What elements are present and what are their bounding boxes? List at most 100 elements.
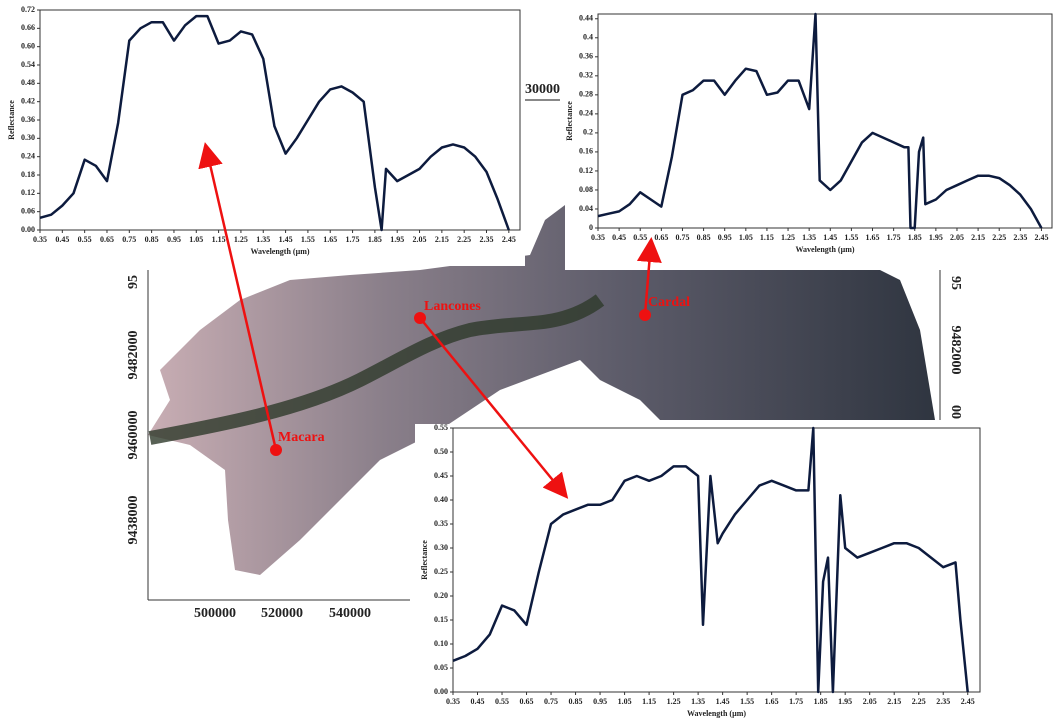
x-tick-label: 1.25 <box>667 697 681 706</box>
x-tick-label: 1.45 <box>279 235 293 244</box>
x-tick-label: 0.65 <box>100 235 114 244</box>
x-tick-label: 1.85 <box>368 235 382 244</box>
y-tick-label: 0.36 <box>21 115 35 124</box>
x-tick-label: 0.45 <box>55 235 69 244</box>
x-tick-label: 2.25 <box>457 235 471 244</box>
y-tick-label: 0.30 <box>21 133 35 142</box>
y-tick-label: 0.44 <box>579 14 593 23</box>
y-tick-label: 0.4 <box>583 33 593 42</box>
y-tick-label: 0.48 <box>21 78 35 87</box>
x-tick-label: 1.05 <box>618 697 632 706</box>
y-tick-label: 0.28 <box>579 90 593 99</box>
y-tick-label: 0.12 <box>579 166 593 175</box>
map-y-label: 9482000 <box>126 331 141 380</box>
x-tick-label: 0.45 <box>612 233 626 242</box>
y-tick-label: 0.35 <box>434 519 448 528</box>
x-tick-label: 1.65 <box>765 697 779 706</box>
x-tick-label: 2.05 <box>413 235 427 244</box>
x-tick-label: 2.35 <box>480 235 494 244</box>
x-tick-label: 1.95 <box>838 697 852 706</box>
x-tick-label: 1.75 <box>789 697 803 706</box>
scale-label: 30000 <box>525 82 560 97</box>
x-tick-label: 0.85 <box>697 233 711 242</box>
x-tick-label: 1.05 <box>739 233 753 242</box>
x-tick-label: 1.35 <box>256 235 270 244</box>
x-tick-label: 0.45 <box>471 697 485 706</box>
y-axis-title: Reflectance <box>420 540 429 580</box>
y-tick-label: 0 <box>589 223 593 232</box>
x-tick-label: 2.35 <box>1013 233 1027 242</box>
x-tick-label: 1.15 <box>212 235 226 244</box>
map-y-label: 00 <box>948 405 963 419</box>
y-tick-label: 0.05 <box>434 663 448 672</box>
x-tick-label: 1.35 <box>691 697 705 706</box>
y-tick-label: 0.06 <box>21 206 35 215</box>
x-tick-label: 2.25 <box>992 233 1006 242</box>
chart-panel <box>415 424 1060 723</box>
y-tick-label: 0.60 <box>21 41 35 50</box>
x-tick-label: 1.25 <box>234 235 248 244</box>
y-tick-label: 0.16 <box>579 147 593 156</box>
x-tick-label: 1.05 <box>189 235 203 244</box>
x-tick-label: 0.35 <box>446 697 460 706</box>
y-axis-title: Reflectance <box>565 101 574 141</box>
chart: 0.000.050.100.150.200.250.300.350.400.45… <box>415 423 1060 723</box>
x-tick-label: 1.75 <box>887 233 901 242</box>
x-tick-label: 0.85 <box>145 235 159 244</box>
x-tick-label: 1.85 <box>814 697 828 706</box>
x-tick-label: 0.65 <box>654 233 668 242</box>
x-tick-label: 0.95 <box>593 697 607 706</box>
place-label: Cardal <box>648 295 690 310</box>
x-tick-label: 0.35 <box>591 233 605 242</box>
y-tick-label: 0.18 <box>21 170 35 179</box>
y-tick-label: 0.15 <box>434 615 448 624</box>
x-tick-label: 1.95 <box>929 233 943 242</box>
y-tick-label: 0.72 <box>21 5 35 14</box>
y-tick-label: 0.66 <box>21 23 35 32</box>
y-tick-label: 0.45 <box>434 471 448 480</box>
y-tick-label: 0.30 <box>434 543 448 552</box>
y-tick-label: 0.2 <box>583 128 593 137</box>
y-tick-label: 0.12 <box>21 188 35 197</box>
x-axis-title: Wavelength (µm) <box>250 247 309 256</box>
map-x-label: 540000 <box>329 606 371 621</box>
x-tick-label: 1.55 <box>301 235 315 244</box>
x-tick-label: 0.65 <box>520 697 534 706</box>
x-tick-label: 1.95 <box>390 235 404 244</box>
x-tick-label: 0.55 <box>495 697 509 706</box>
x-tick-label: 2.35 <box>936 697 950 706</box>
y-tick-label: 0.32 <box>579 71 593 80</box>
x-tick-label: 0.55 <box>633 233 647 242</box>
x-tick-label: 1.85 <box>908 233 922 242</box>
y-tick-label: 0.54 <box>21 60 35 69</box>
x-axis-title: Wavelength (µm) <box>687 709 746 718</box>
chart: 0.000.060.120.180.240.300.360.420.480.54… <box>0 0 525 266</box>
x-tick-label: 0.95 <box>718 233 732 242</box>
map-x-label: 500000 <box>194 606 236 621</box>
x-tick-label: 2.05 <box>863 697 877 706</box>
x-tick-label: 1.15 <box>642 697 656 706</box>
y-tick-label: 0.10 <box>434 639 448 648</box>
y-tick-label: 0.00 <box>21 225 35 234</box>
map-y-label: 95 <box>126 275 141 289</box>
x-tick-label: 1.55 <box>740 697 754 706</box>
x-tick-label: 0.75 <box>675 233 689 242</box>
x-tick-label: 1.25 <box>781 233 795 242</box>
x-tick-label: 1.15 <box>760 233 774 242</box>
x-tick-label: 1.65 <box>866 233 880 242</box>
site-dot <box>639 309 651 321</box>
x-tick-label: 0.75 <box>544 697 558 706</box>
y-tick-label: 0.00 <box>434 687 448 696</box>
figure: 3000050000052000054000095948200094600009… <box>0 0 1060 723</box>
x-tick-label: 1.45 <box>716 697 730 706</box>
x-tick-label: 1.65 <box>323 235 337 244</box>
y-axis-title: Reflectance <box>7 100 16 140</box>
map-y-label: 9482000 <box>948 326 963 375</box>
x-tick-label: 0.35 <box>33 235 47 244</box>
y-tick-label: 0.25 <box>434 567 448 576</box>
y-tick-label: 0.36 <box>579 52 593 61</box>
x-tick-label: 2.45 <box>1034 233 1048 242</box>
x-tick-label: 0.55 <box>78 235 92 244</box>
x-tick-label: 1.75 <box>346 235 360 244</box>
x-tick-label: 2.25 <box>912 697 926 706</box>
